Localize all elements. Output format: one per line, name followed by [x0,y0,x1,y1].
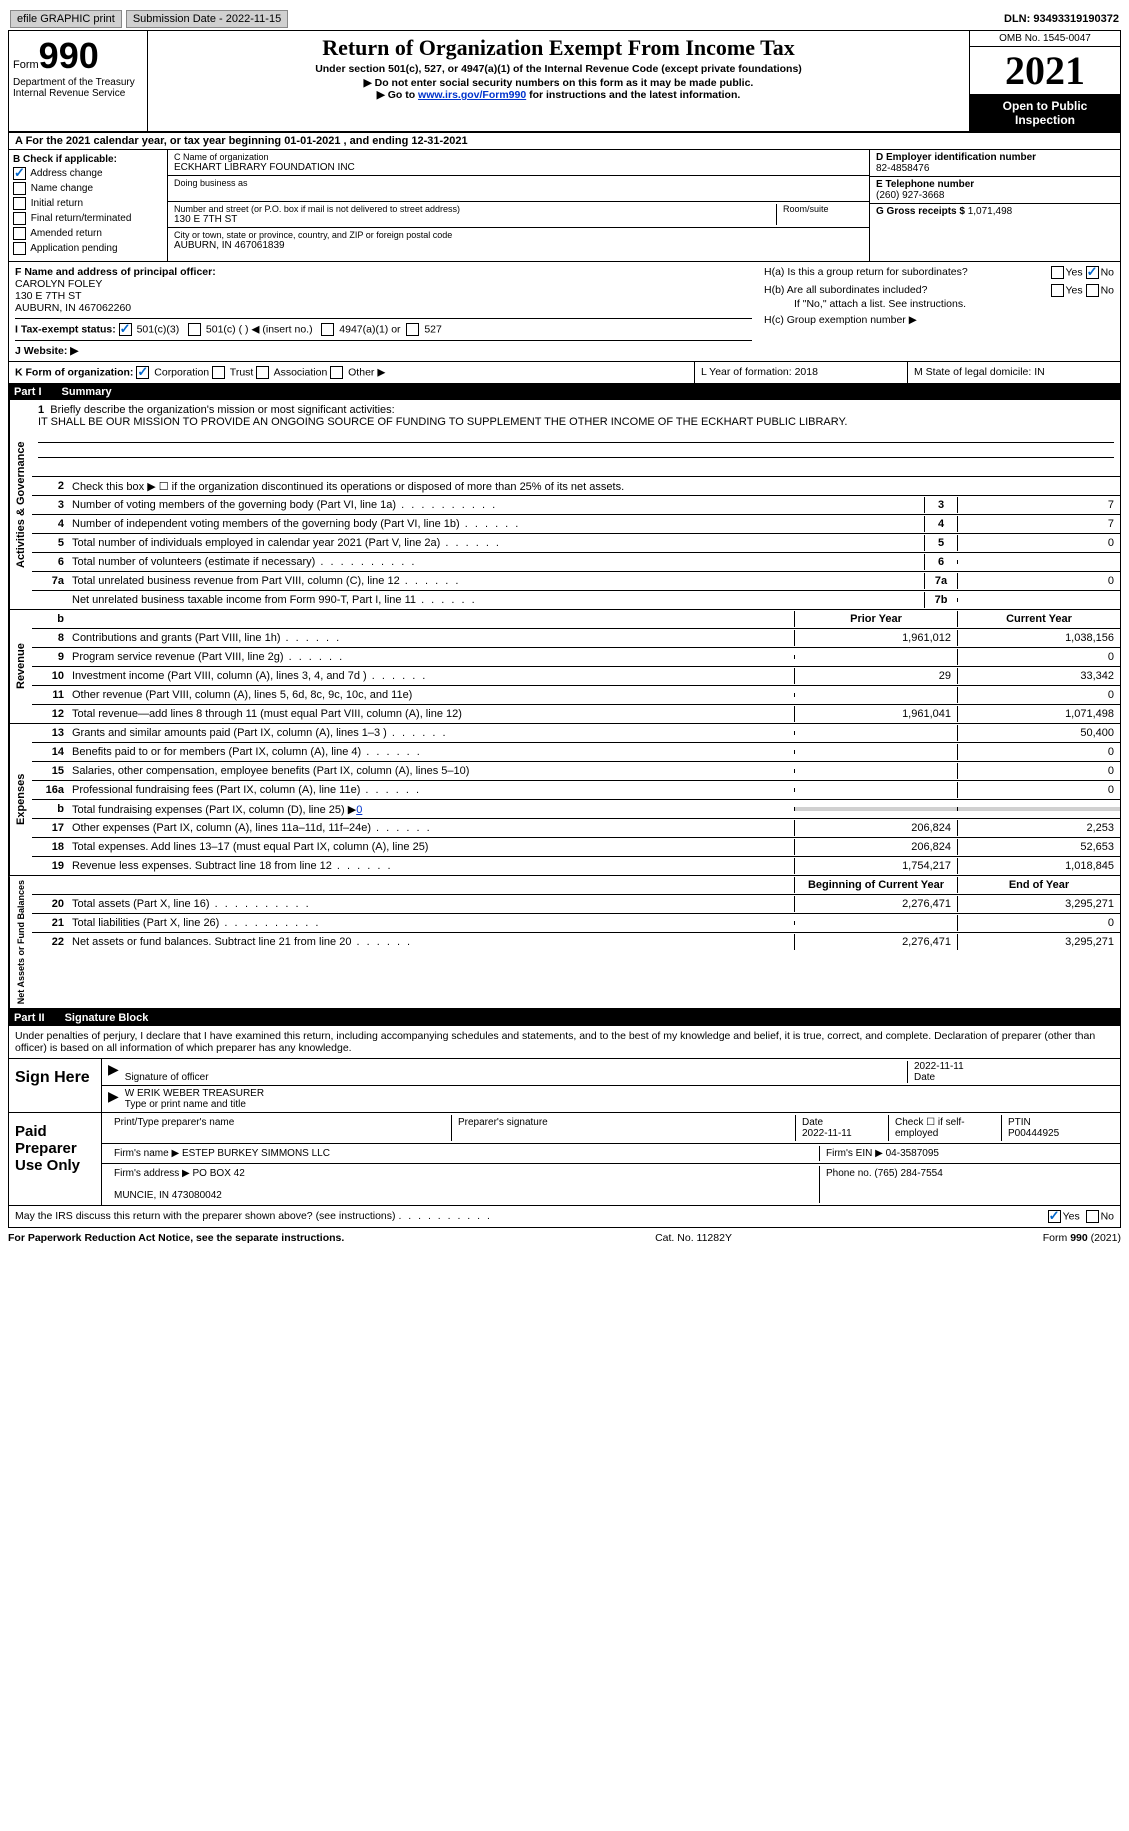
section-fhi: F Name and address of principal officer:… [8,262,1121,362]
arrow-icon: ▶ [108,1061,119,1083]
firm-name: ESTEP BURKEY SIMMONS LLC [182,1148,330,1159]
dept-label: Department of the Treasury [13,77,143,88]
hc-line: H(c) Group exemption number ▶ [764,314,1114,326]
form-header: Form990 Department of the Treasury Inter… [8,30,1121,133]
efile-button[interactable]: efile GRAPHIC print [10,10,122,28]
part-2-header: Part II Signature Block [8,1010,1121,1026]
officer-street: 130 E 7TH ST [15,290,752,302]
fundraising-link[interactable]: 0 [356,804,362,816]
line-a: A For the 2021 calendar year, or tax yea… [8,133,1121,150]
city-state-zip: AUBURN, IN 467061839 [174,240,863,251]
discuss-no[interactable] [1086,1210,1099,1223]
box-b: B Check if applicable: Address change Na… [9,150,168,261]
summary-activities: Activities & Governance 1 Briefly descri… [8,400,1121,610]
trust-check[interactable] [212,366,225,379]
box-c: C Name of organization ECKHART LIBRARY F… [168,150,870,261]
final-return-check[interactable] [13,212,26,225]
addr-change-check[interactable] [13,167,26,180]
initial-return-check[interactable] [13,197,26,210]
year-formation: L Year of formation: 2018 [695,362,908,383]
501c-check[interactable] [188,323,201,336]
summary-revenue: Revenue bPrior YearCurrent Year 8Contrib… [8,610,1121,724]
corp-check[interactable] [136,366,149,379]
instr-1: ▶ Do not enter social security numbers o… [152,77,965,89]
501c3-check[interactable] [119,323,132,336]
tax-year: 2021 [970,47,1120,95]
irs-link[interactable]: www.irs.gov/Form990 [418,89,526,101]
gross-receipts: 1,071,498 [968,206,1013,217]
org-name: ECKHART LIBRARY FOUNDATION INC [174,162,863,173]
firm-addr2: MUNCIE, IN 473080042 [114,1190,222,1201]
declaration-text: Under penalties of perjury, I declare th… [9,1026,1120,1058]
amended-check[interactable] [13,227,26,240]
state-domicile: M State of legal domicile: IN [908,362,1120,383]
top-bar: efile GRAPHIC print Submission Date - 20… [8,8,1121,30]
4947-check[interactable] [321,323,334,336]
footer-note: For Paperwork Reduction Act Notice, see … [8,1228,1121,1248]
assoc-check[interactable] [256,366,269,379]
officer-city: AUBURN, IN 467062260 [15,302,752,314]
sign-here-label: Sign Here [9,1059,102,1112]
firm-ein: 04-3587095 [886,1148,939,1159]
officer-printed-name: W ERIK WEBER TREASURER [125,1088,264,1099]
name-change-check[interactable] [13,182,26,195]
form-subtitle: Under section 501(c), 527, or 4947(a)(1)… [152,63,965,75]
instr-2: ▶ Go to www.irs.gov/Form990 for instruct… [152,89,965,101]
summary-netassets: Net Assets or Fund Balances Beginning of… [8,876,1121,1010]
ha-yes[interactable] [1051,266,1064,279]
discuss-yes[interactable] [1048,1210,1061,1223]
section-bcde: B Check if applicable: Address change Na… [8,150,1121,262]
street-address: 130 E 7TH ST [174,214,776,225]
hb-no[interactable] [1086,284,1099,297]
other-check[interactable] [330,366,343,379]
open-public: Open to Public Inspection [970,95,1120,131]
website-line: J Website: ▶ [15,340,752,357]
paid-preparer-label: Paid Preparer Use Only [9,1113,102,1205]
ein: 82-4858476 [876,163,1114,174]
mission-text: IT SHALL BE OUR MISSION TO PROVIDE AN ON… [38,416,847,428]
firm-addr1: PO BOX 42 [193,1168,245,1179]
ptin: P00444925 [1008,1128,1059,1139]
signature-section: Under penalties of perjury, I declare th… [8,1026,1121,1206]
dln-text: DLN: 93493319190372 [1004,13,1119,25]
irs-label: Internal Revenue Service [13,88,143,99]
527-check[interactable] [406,323,419,336]
firm-phone: (765) 284-7554 [874,1168,942,1179]
form-number: 990 [39,35,99,76]
discuss-row: May the IRS discuss this return with the… [8,1206,1121,1228]
omb-number: OMB No. 1545-0047 [970,31,1120,47]
part-1-header: Part I Summary [8,384,1121,400]
hb-yes[interactable] [1051,284,1064,297]
box-de: D Employer identification number 82-4858… [870,150,1120,261]
phone: (260) 927-3668 [876,190,1114,201]
submission-button[interactable]: Submission Date - 2022-11-15 [126,10,288,28]
ha-no[interactable] [1086,266,1099,279]
form-label: Form [13,59,39,71]
form-title: Return of Organization Exempt From Incom… [152,35,965,61]
app-pending-check[interactable] [13,242,26,255]
arrow-icon: ▶ [108,1088,119,1110]
row-klm: K Form of organization: Corporation Trus… [8,362,1121,384]
officer-name: CAROLYN FOLEY [15,278,752,290]
summary-expenses: Expenses 13Grants and similar amounts pa… [8,724,1121,876]
